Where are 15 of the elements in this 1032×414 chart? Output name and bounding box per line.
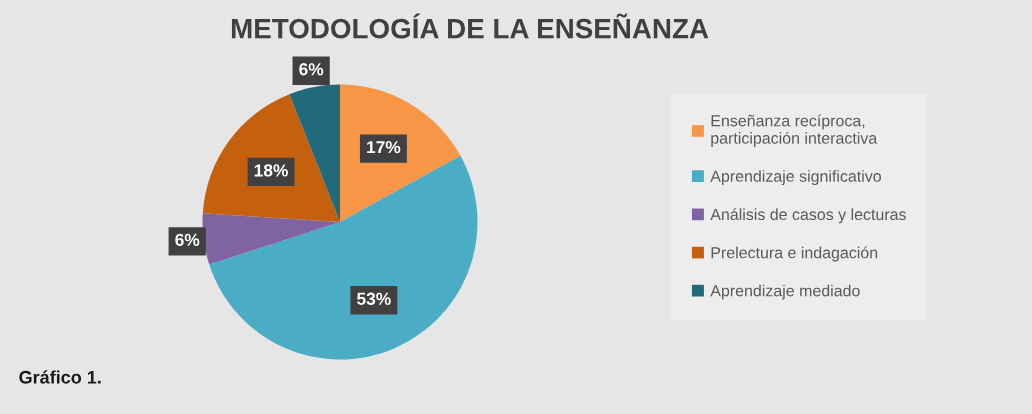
data-label: 6% <box>299 63 324 76</box>
legend-label: Aprendizaje significativo <box>710 170 881 186</box>
legend-label: Enseñanza recíproca, participación interactiva <box>711 114 878 147</box>
text: Gráfico 1. <box>19 370 101 384</box>
legend-label: Prelectura e indagación <box>711 246 878 262</box>
legend-label: Aprendizaje mediado <box>710 284 860 300</box>
data-label: 6% <box>175 233 200 246</box>
data-label: 17% <box>367 141 401 154</box>
data-label: 18% <box>254 164 288 177</box>
chart-title: METODOLOGÍA DE LA ENSEÑANZA <box>231 13 709 39</box>
pie-slice <box>202 213 340 265</box>
pie-slice <box>209 155 478 360</box>
pie-slice <box>289 84 340 222</box>
data-label: 53% <box>357 292 391 305</box>
legend-label: Análisis de casos y lecturas <box>710 208 906 224</box>
